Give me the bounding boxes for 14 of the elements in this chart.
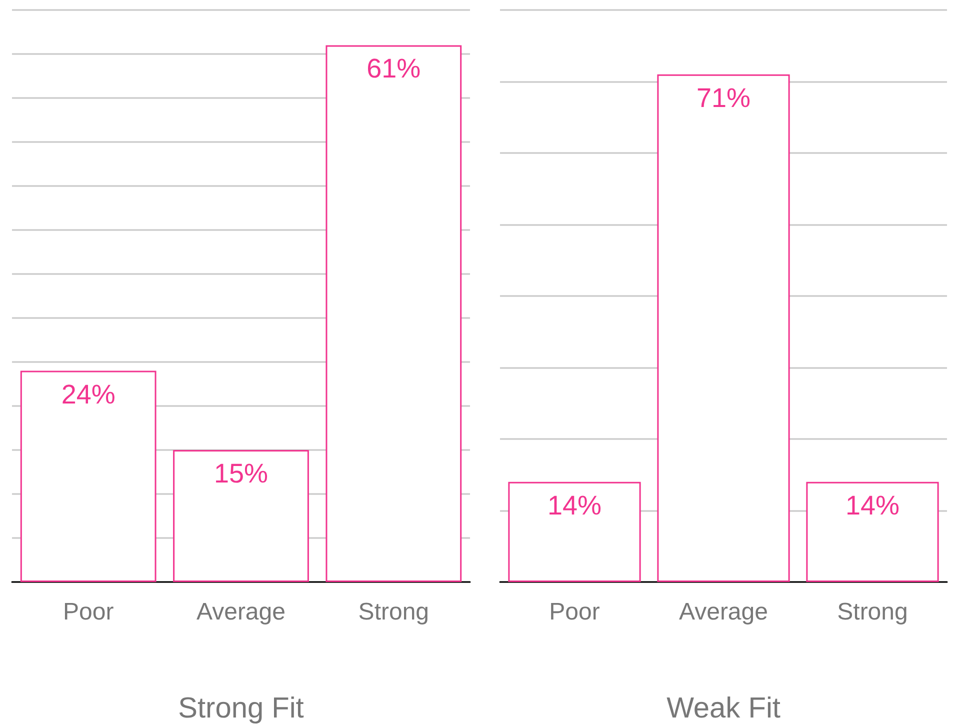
x-tick-label: Poor <box>549 598 600 626</box>
x-tick-label: Average <box>679 598 768 626</box>
x-tick-label: Strong <box>837 598 908 626</box>
x-tick-label: Average <box>196 598 286 626</box>
data-label: 61% <box>366 54 421 84</box>
x-axis-title: Strong Fit <box>178 692 304 724</box>
data-label: 71% <box>696 82 751 113</box>
data-label: 15% <box>214 458 268 488</box>
x-tick-label: Strong <box>358 598 430 626</box>
data-label: 14% <box>845 490 900 520</box>
data-label: 14% <box>547 490 602 520</box>
x-tick-label: Poor <box>62 598 114 626</box>
x-axis-title: Weak Fit <box>666 692 780 724</box>
data-label: 24% <box>61 379 116 410</box>
